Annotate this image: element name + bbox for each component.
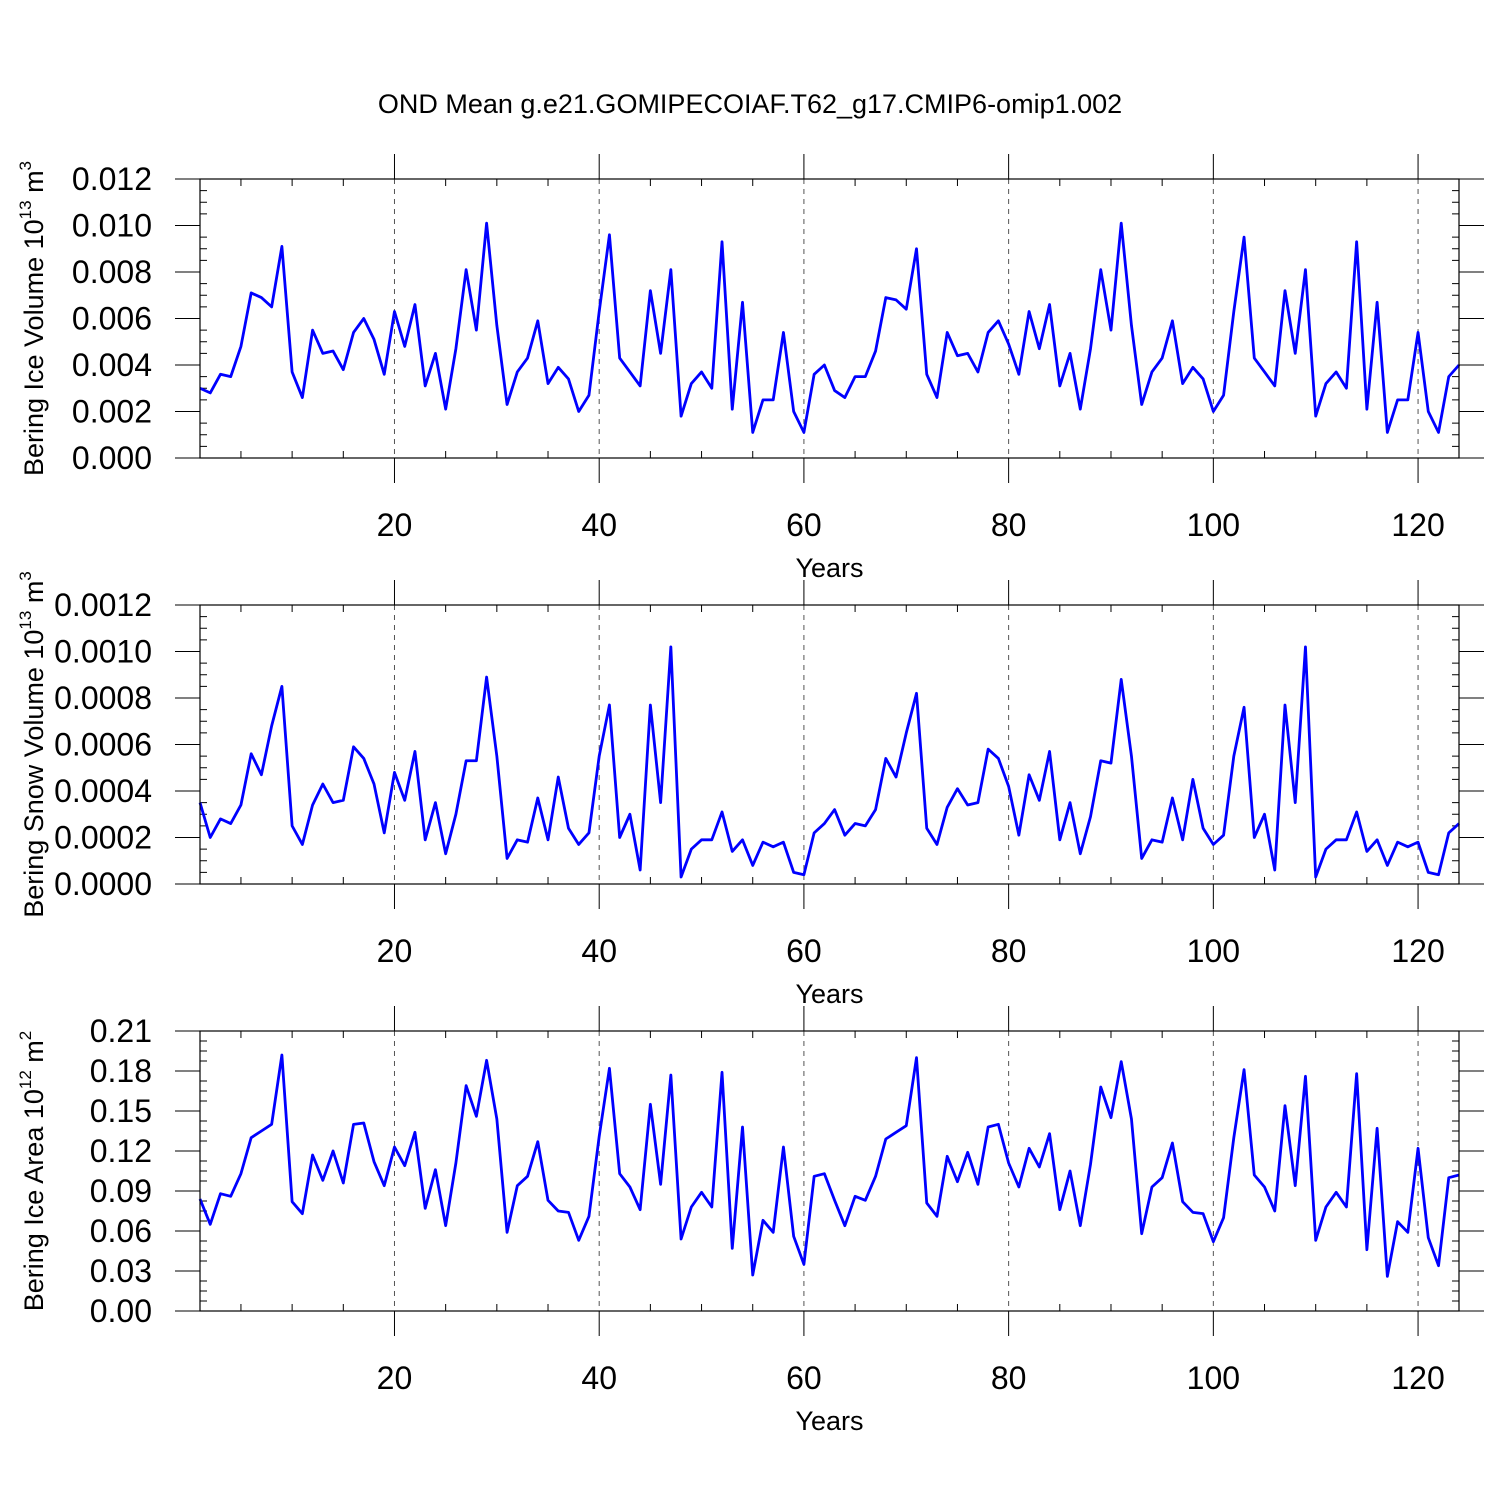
chart-panel-1: 0.000 0.002 0.004 0.006 0.008 0.010 0.012 20 40 6… bbox=[16, 154, 1484, 583]
x-tick-label: 40 bbox=[581, 933, 617, 969]
x-tick-label: 20 bbox=[377, 1360, 413, 1396]
plot-frame bbox=[199, 178, 1460, 459]
series-line bbox=[198, 1053, 1460, 1278]
y-tick-label: 0.0002 bbox=[54, 820, 152, 856]
plot-frame bbox=[199, 604, 1460, 885]
x-tick-label: 80 bbox=[991, 1360, 1027, 1396]
x-tick-label: 40 bbox=[581, 507, 617, 543]
y-tick-label: 0.002 bbox=[72, 394, 152, 430]
y-tick-label: 0.18 bbox=[90, 1053, 152, 1089]
x-tick-label: 80 bbox=[991, 933, 1027, 969]
y-tick-label: 0.15 bbox=[90, 1093, 152, 1129]
x-axis-title: Years bbox=[795, 979, 863, 1009]
y-tick-label: 0.0006 bbox=[54, 727, 152, 763]
x-tick-label: 80 bbox=[991, 507, 1027, 543]
y-tick-label: 0.008 bbox=[72, 254, 152, 290]
plot-frame bbox=[199, 1030, 1460, 1312]
y-tick-label: 0.0010 bbox=[54, 634, 152, 670]
x-tick-label: 60 bbox=[786, 507, 822, 543]
y-tick-label: 0.0012 bbox=[54, 587, 152, 623]
x-tick-label: 100 bbox=[1187, 933, 1240, 969]
figure-title: OND Mean g.e21.GOMIPECOIAF.T62_g17.CMIP6… bbox=[378, 89, 1122, 119]
chart-panel-3: 0.00 0.03 0.06 0.09 0.12 0.15 0.18 0.21 20 40 60 80… bbox=[16, 1006, 1484, 1436]
y-tick-label: 0.000 bbox=[72, 440, 152, 476]
y-tick-label: 0.12 bbox=[90, 1133, 152, 1169]
x-tick-label: 120 bbox=[1391, 933, 1444, 969]
y-tick-label: 0.03 bbox=[90, 1253, 152, 1289]
x-tick-label: 20 bbox=[377, 933, 413, 969]
y-tick-label: 0.06 bbox=[90, 1213, 152, 1249]
y-tick-label: 0.0008 bbox=[54, 680, 152, 716]
series-line bbox=[199, 221, 1461, 434]
series-line bbox=[198, 645, 1460, 879]
y-axis-title: Bering Ice Volume 1013 m3 bbox=[16, 161, 49, 476]
x-tick-label: 60 bbox=[786, 933, 822, 969]
y-tick-label: 0.21 bbox=[90, 1013, 152, 1049]
y-axis-title: Bering Ice Area 1012 m2 bbox=[16, 1031, 49, 1312]
x-tick-label: 120 bbox=[1391, 1360, 1444, 1396]
y-tick-label: 0.010 bbox=[72, 208, 152, 244]
y-tick-label: 0.00 bbox=[90, 1293, 152, 1329]
y-tick-label: 0.012 bbox=[72, 161, 152, 197]
x-axis-title: Years bbox=[795, 553, 863, 583]
y-tick-label: 0.09 bbox=[90, 1173, 152, 1209]
x-tick-label: 20 bbox=[377, 507, 413, 543]
y-axis-title: Bering Snow Volume 1013 m3 bbox=[16, 571, 49, 918]
x-tick-label: 40 bbox=[581, 1360, 617, 1396]
x-tick-label: 100 bbox=[1187, 507, 1240, 543]
y-tick-label: 0.0004 bbox=[54, 773, 152, 809]
x-axis-title: Years bbox=[795, 1406, 863, 1436]
y-tick-label: 0.006 bbox=[72, 301, 152, 337]
y-tick-label: 0.004 bbox=[72, 347, 152, 383]
x-tick-label: 120 bbox=[1391, 507, 1444, 543]
x-tick-label: 60 bbox=[786, 1360, 822, 1396]
y-tick-label: 0.0000 bbox=[54, 866, 152, 902]
x-tick-label: 100 bbox=[1187, 1360, 1240, 1396]
chart-panel-2: 0.0000 0.0002 0.0004 0.0006 0.0008 0.0010 0.00… bbox=[16, 571, 1484, 1009]
